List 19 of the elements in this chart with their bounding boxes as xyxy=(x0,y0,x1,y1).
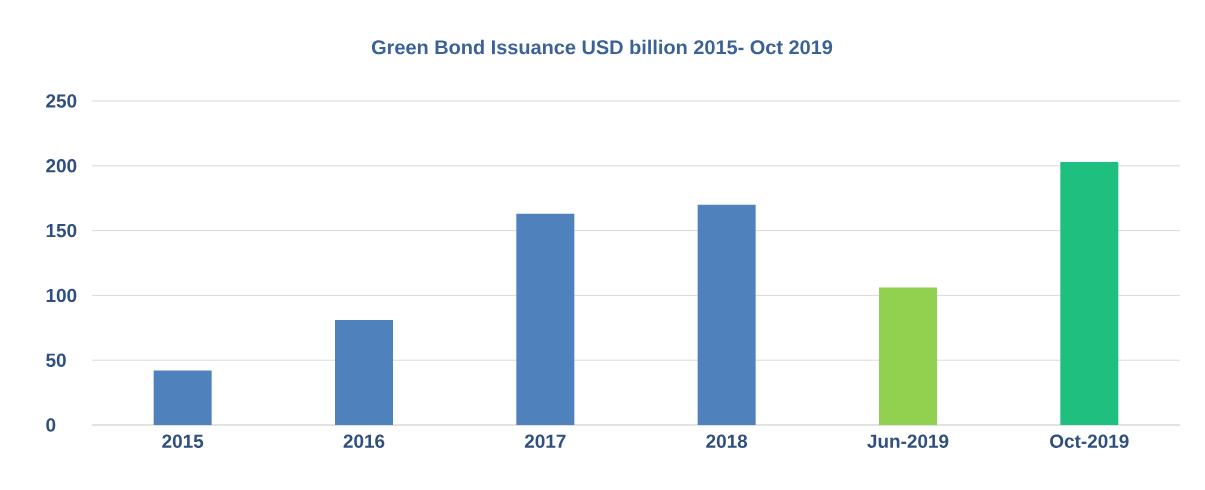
chart-title: Green Bond Issuance USD billion 2015- Oct 2019 xyxy=(371,39,833,55)
y-tick-label: 100 xyxy=(46,288,77,303)
x-tick-label: 2017 xyxy=(524,434,566,448)
y-tick-label: 150 xyxy=(46,223,77,238)
x-tick-label: 2018 xyxy=(706,434,748,448)
bar xyxy=(697,204,756,425)
x-tick-label: 2016 xyxy=(343,434,385,448)
y-tick-label: 200 xyxy=(46,159,77,173)
y-tick-label: 250 xyxy=(46,94,77,108)
bar xyxy=(335,320,393,425)
bar xyxy=(1060,161,1119,425)
y-tick-label: 0 xyxy=(46,418,56,432)
bar xyxy=(878,287,937,425)
x-tick-label: Oct-2019 xyxy=(1050,434,1129,448)
bar xyxy=(516,213,575,425)
y-tick-label: 50 xyxy=(46,353,66,367)
x-tick-label: Jun-2019 xyxy=(867,434,949,448)
bar xyxy=(153,370,212,425)
x-tick-label: 2015 xyxy=(162,434,204,448)
